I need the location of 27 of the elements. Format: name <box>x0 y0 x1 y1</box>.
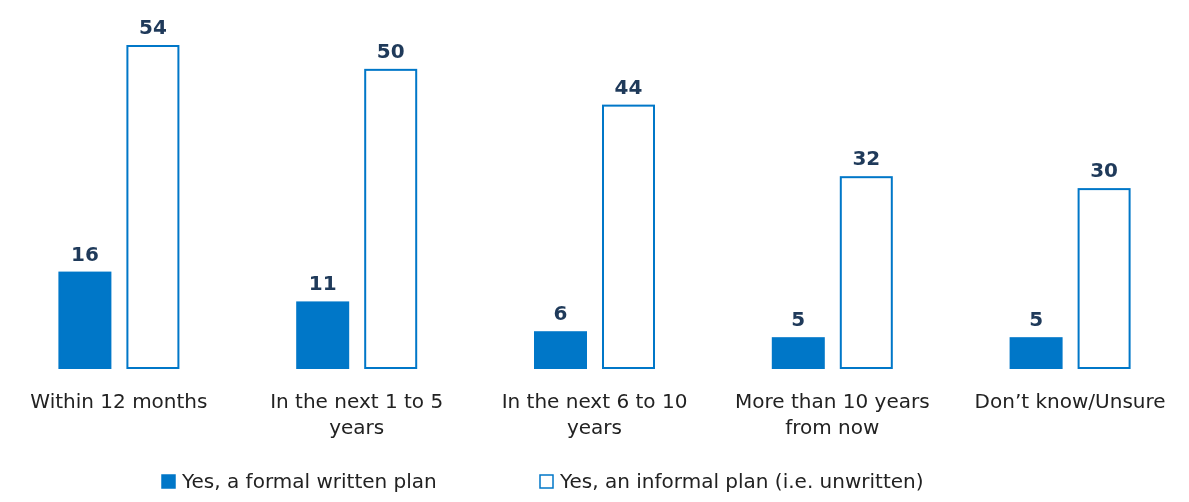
data-label: 54 <box>138 15 167 39</box>
legend-label: Yes, a formal written plan <box>181 469 437 493</box>
bar <box>126 45 180 369</box>
bar <box>58 271 112 369</box>
x-tick-label: Within 12 months <box>30 389 208 413</box>
data-label: 6 <box>553 301 568 326</box>
bar <box>364 68 418 369</box>
bar <box>602 104 655 369</box>
x-tick-label: More than 10 years from now <box>735 389 930 439</box>
legend-label: Yes, an informal plan (i.e. unwritten) <box>559 469 924 493</box>
bar <box>296 301 350 369</box>
bar <box>1077 188 1131 369</box>
bar <box>534 331 587 369</box>
data-label: 5 <box>1029 307 1044 332</box>
data-label: 30 <box>1090 158 1119 183</box>
bar <box>1009 337 1063 369</box>
bar <box>839 176 893 369</box>
bar <box>771 337 825 369</box>
data-label: 32 <box>852 146 881 171</box>
data-label: 16 <box>70 241 99 266</box>
data-label: 44 <box>614 74 643 99</box>
data-label: 50 <box>376 38 405 63</box>
x-tick-label: In the next 1 to 5 years <box>270 389 444 439</box>
x-tick-label: Don’t know/Unsure <box>974 389 1166 413</box>
data-label: 5 <box>791 307 806 332</box>
x-tick-label: In the next 6 to 10 years <box>501 389 688 439</box>
data-label: 11 <box>308 271 337 296</box>
